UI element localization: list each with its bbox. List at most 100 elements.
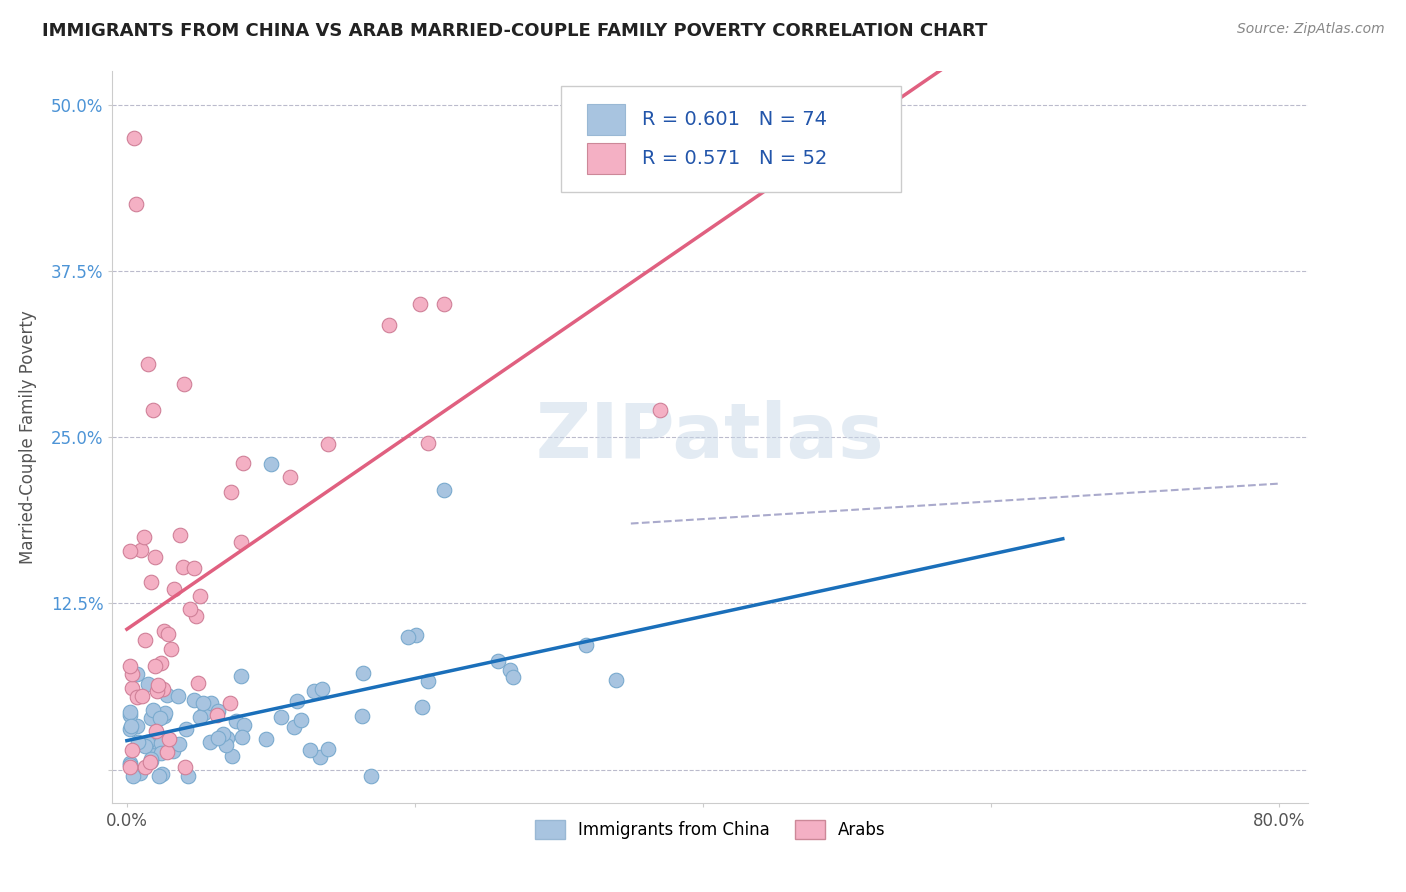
- Point: [131, 690, 153, 704]
- Point: [283, 720, 305, 734]
- Point: [124, 197, 146, 211]
- Point: [188, 589, 211, 603]
- Point: [121, 667, 143, 681]
- Point: [575, 639, 598, 653]
- Point: [169, 737, 191, 751]
- Text: Source: ZipAtlas.com: Source: ZipAtlas.com: [1237, 22, 1385, 37]
- FancyBboxPatch shape: [586, 104, 626, 135]
- Point: [125, 690, 148, 704]
- Point: [141, 575, 163, 590]
- Point: [149, 711, 172, 725]
- Point: [152, 767, 174, 781]
- Point: [299, 743, 322, 757]
- Point: [120, 757, 142, 772]
- Point: [183, 693, 205, 707]
- Point: [134, 760, 156, 774]
- Point: [122, 769, 145, 783]
- Point: [207, 704, 229, 718]
- Point: [142, 734, 165, 748]
- Point: [278, 469, 301, 483]
- Point: [193, 696, 215, 710]
- Point: [186, 609, 208, 624]
- Point: [150, 657, 173, 671]
- Point: [396, 630, 419, 644]
- Point: [260, 457, 283, 471]
- Point: [155, 706, 177, 721]
- Point: [205, 707, 228, 722]
- Point: [254, 731, 277, 746]
- Point: [433, 483, 456, 498]
- Text: R = 0.601   N = 74: R = 0.601 N = 74: [643, 110, 827, 129]
- Point: [129, 766, 152, 780]
- Point: [183, 560, 205, 574]
- Point: [405, 628, 427, 642]
- Point: [120, 719, 142, 733]
- Point: [139, 752, 162, 766]
- Point: [486, 654, 509, 668]
- Point: [127, 734, 149, 748]
- Point: [138, 357, 160, 371]
- Point: [143, 658, 166, 673]
- Point: [219, 485, 242, 500]
- Point: [174, 722, 197, 736]
- Point: [125, 719, 148, 733]
- Point: [174, 760, 197, 774]
- Point: [138, 755, 160, 769]
- Point: [188, 710, 211, 724]
- Text: R = 0.571   N = 52: R = 0.571 N = 52: [643, 149, 827, 168]
- Point: [378, 318, 401, 332]
- Point: [177, 769, 200, 783]
- Point: [118, 760, 141, 774]
- Point: [143, 549, 166, 564]
- Point: [411, 699, 433, 714]
- Point: [290, 713, 312, 727]
- Point: [152, 681, 174, 696]
- Point: [163, 582, 186, 596]
- Point: [122, 131, 145, 145]
- Point: [156, 627, 179, 641]
- Point: [135, 734, 157, 748]
- Point: [316, 742, 339, 756]
- Point: [149, 736, 172, 750]
- Point: [150, 746, 173, 760]
- Text: IMMIGRANTS FROM CHINA VS ARAB MARRIED-COUPLE FAMILY POVERTY CORRELATION CHART: IMMIGRANTS FROM CHINA VS ARAB MARRIED-CO…: [42, 22, 987, 40]
- Point: [118, 543, 141, 558]
- Point: [212, 727, 235, 741]
- Point: [179, 601, 201, 615]
- Point: [408, 297, 430, 311]
- Point: [173, 376, 195, 391]
- Point: [152, 709, 174, 723]
- Point: [162, 744, 184, 758]
- Point: [159, 731, 181, 746]
- Point: [145, 723, 167, 738]
- Point: [167, 689, 190, 703]
- Point: [139, 711, 162, 725]
- Point: [229, 668, 252, 682]
- Point: [200, 735, 222, 749]
- Point: [159, 641, 181, 656]
- Point: [142, 703, 165, 717]
- Point: [153, 624, 176, 639]
- Point: [118, 723, 141, 737]
- Point: [648, 403, 671, 417]
- Point: [118, 756, 141, 770]
- Point: [187, 676, 209, 690]
- Point: [134, 739, 156, 754]
- Point: [498, 663, 520, 677]
- Point: [352, 708, 374, 723]
- Point: [193, 706, 215, 720]
- Point: [129, 543, 152, 558]
- Point: [215, 739, 238, 753]
- Point: [316, 437, 339, 451]
- Text: ZIPatlas: ZIPatlas: [536, 401, 884, 474]
- Point: [172, 560, 194, 574]
- Point: [233, 718, 256, 732]
- Point: [207, 731, 229, 745]
- Point: [136, 677, 159, 691]
- Point: [232, 456, 254, 470]
- Point: [118, 658, 141, 673]
- Point: [134, 632, 156, 647]
- Point: [134, 530, 156, 544]
- Point: [139, 754, 162, 768]
- Point: [215, 731, 238, 745]
